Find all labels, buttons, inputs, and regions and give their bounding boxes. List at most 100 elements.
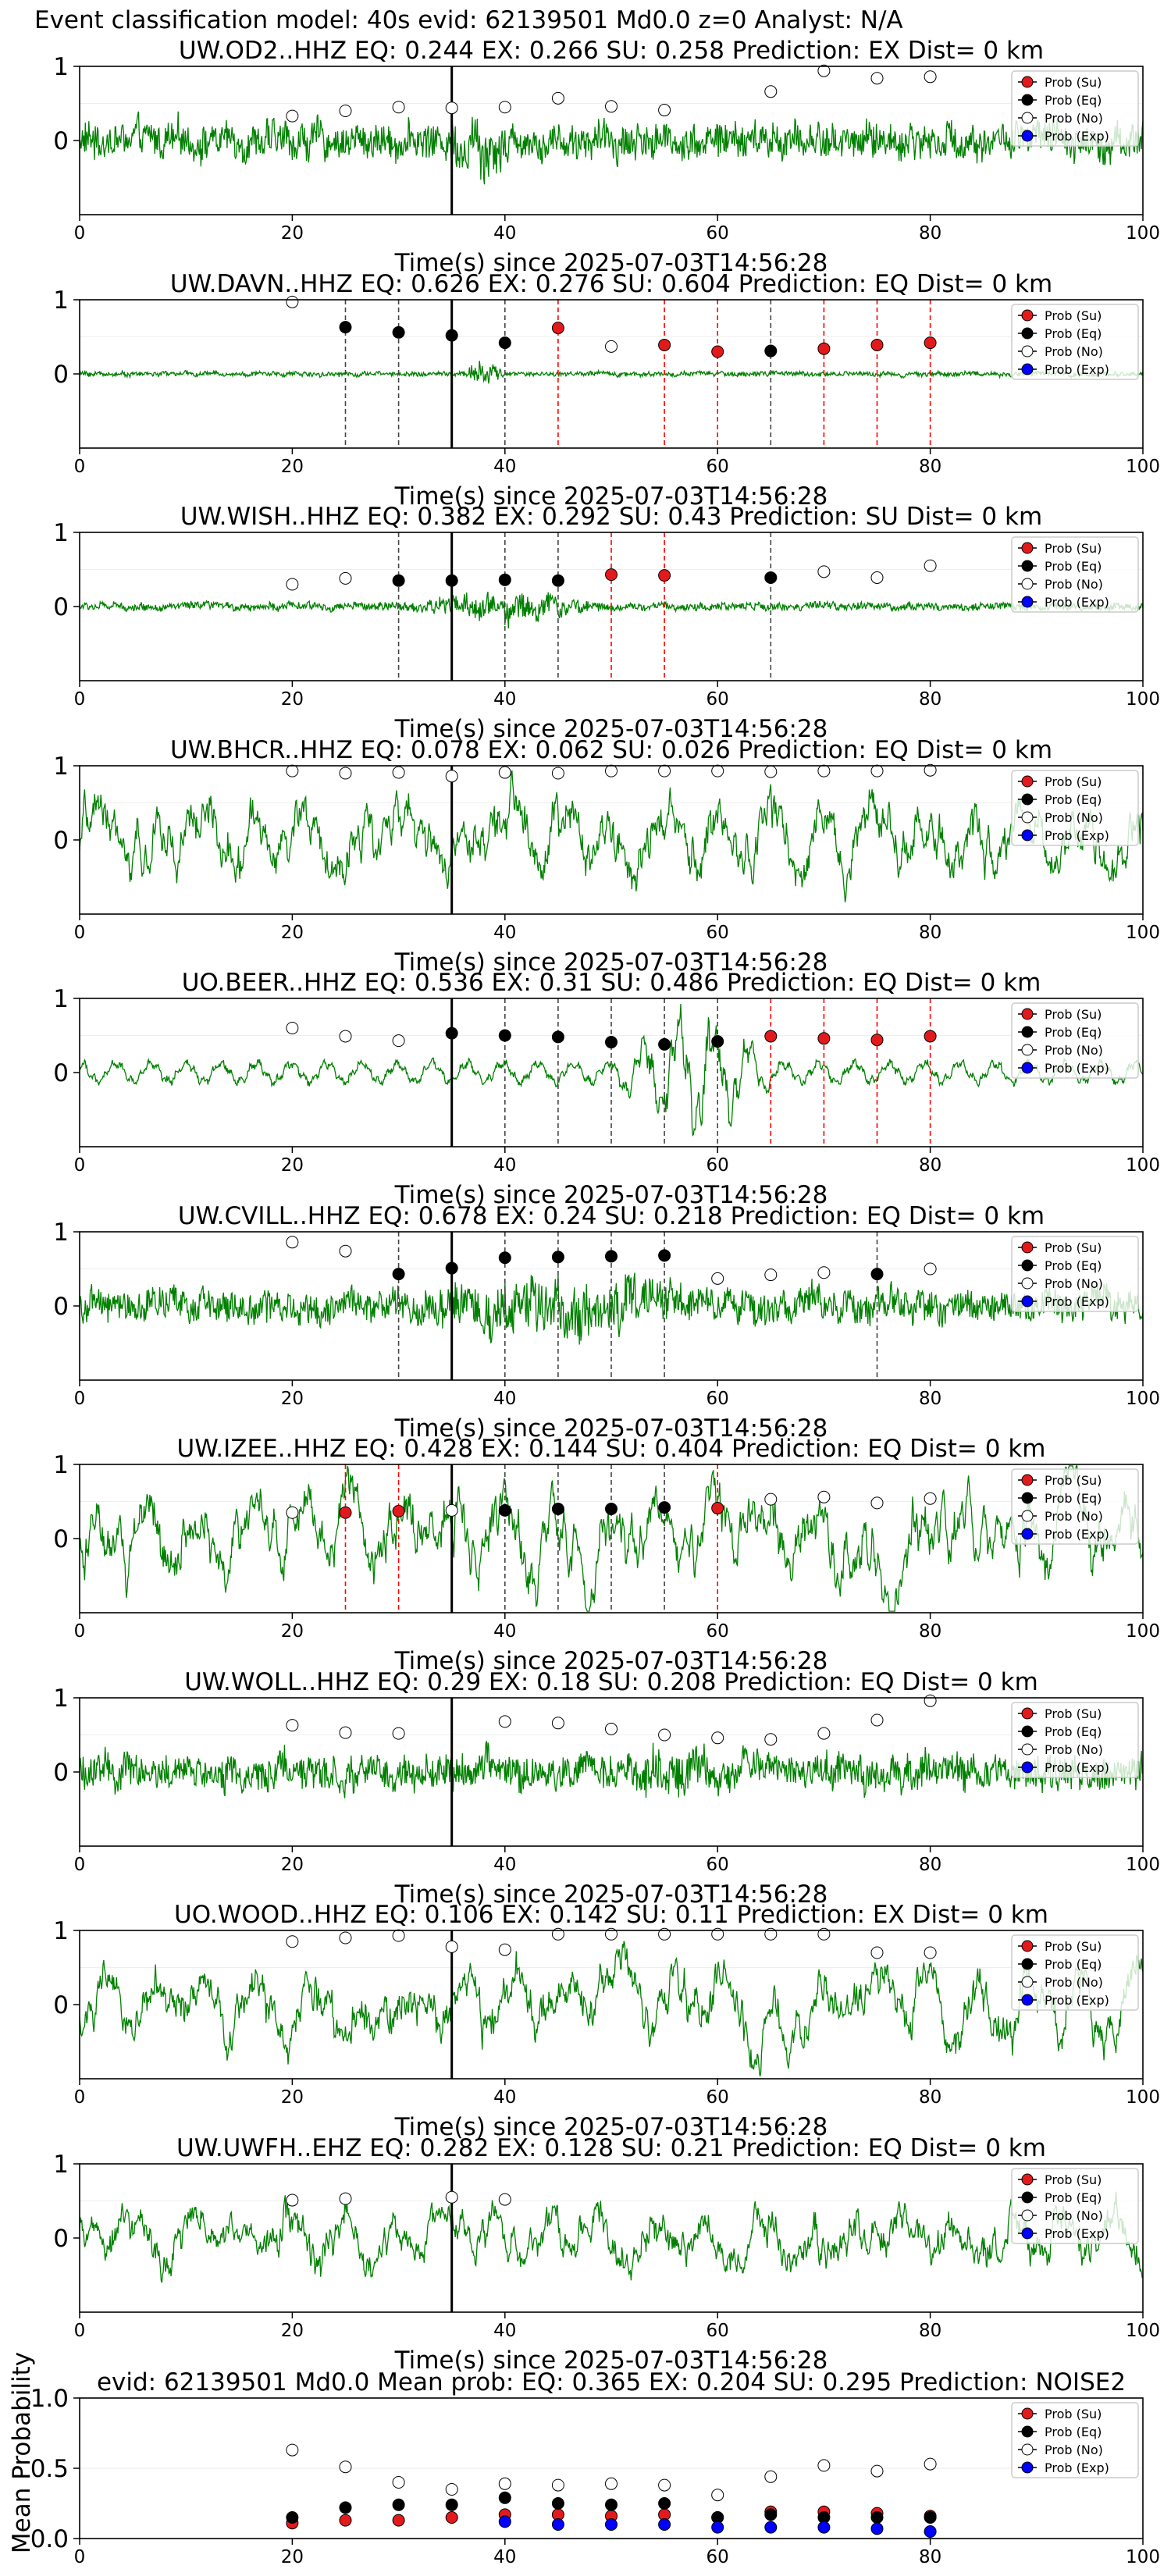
legend-box	[1011, 2402, 1139, 2478]
mean-prob-point-exp	[551, 2518, 564, 2531]
prob-point-no	[339, 1244, 352, 1258]
prob-point-no	[498, 1715, 511, 1728]
prob-point-su	[817, 1032, 831, 1045]
x-tick-label: 40	[493, 2321, 516, 2341]
legend-marker-no	[1021, 1743, 1034, 1756]
panel-title: UW.BHCR..HHZ EQ: 0.078 EX: 0.062 SU: 0.0…	[170, 736, 1052, 764]
x-tick-label: 20	[281, 1389, 304, 1409]
prob-point-no	[498, 101, 511, 114]
legend-label: Prob (Exp)	[1045, 129, 1109, 144]
prob-point-su	[870, 338, 884, 351]
prob-point-su	[551, 322, 564, 335]
mean-prob-point-exp	[764, 2521, 778, 2534]
prob-point-no	[392, 1727, 405, 1740]
legend-label: Prob (Eq)	[1045, 792, 1102, 807]
x-tick-label: 0	[74, 457, 86, 477]
x-tick-label: 0	[74, 1621, 86, 1642]
prob-point-su	[711, 1502, 724, 1515]
x-axis-label: Time(s) since 2025-07-03T14:56:28	[394, 1181, 828, 1209]
x-tick-label: 80	[919, 1155, 941, 1176]
prob-point-no	[658, 104, 671, 117]
panel-5: UO.BEER..HHZ EQ: 0.536 EX: 0.31 SU: 0.48…	[53, 969, 1160, 1209]
prob-point-no	[924, 559, 937, 572]
mean-prob-point-no	[605, 2477, 618, 2490]
legend-box	[1011, 536, 1139, 613]
mean-prob-point-eq	[764, 2508, 778, 2521]
legend-label: Prob (No)	[1045, 1742, 1103, 1757]
y-tick-label: 0	[53, 593, 69, 621]
panel-2: UW.DAVN..HHZ EQ: 0.626 EX: 0.276 SU: 0.6…	[53, 270, 1160, 511]
prob-point-no	[392, 766, 405, 779]
legend-box	[1011, 1236, 1139, 1312]
legend-marker-eq	[1021, 1725, 1034, 1738]
x-tick-label: 40	[493, 923, 516, 943]
panel-9: UO.WOOD..HHZ EQ: 0.106 EX: 0.142 SU: 0.1…	[53, 1901, 1160, 2141]
x-axis-label: Time(s) since 2025-07-03T14:56:28	[394, 715, 828, 743]
x-axis-label: Time(s) since 2025-07-03T14:56:28	[394, 249, 828, 277]
prob-point-su	[392, 1504, 405, 1517]
legend-box	[1011, 70, 1139, 147]
legend-marker-su	[1021, 775, 1034, 788]
waveform-trace	[79, 1465, 1144, 1612]
x-tick-label: 0	[74, 1155, 86, 1176]
mean-prob-point-no	[658, 2478, 671, 2492]
mean-prob-point-no	[551, 2478, 564, 2492]
prob-point-no	[286, 2194, 299, 2207]
x-axis-label: Time(s) since 2025-07-03T14:56:28	[394, 1880, 828, 1909]
panel-title: UW.CVILL..HHZ EQ: 0.678 EX: 0.24 SU: 0.2…	[178, 1202, 1045, 1230]
y-tick-label: 1	[53, 519, 69, 547]
mean-prob-point-no	[286, 2443, 299, 2457]
prob-point-eq	[498, 336, 511, 350]
x-tick-label: 20	[281, 1855, 304, 1875]
prob-point-eq	[392, 1268, 405, 1281]
panel-title: UO.BEER..HHZ EQ: 0.536 EX: 0.31 SU: 0.48…	[182, 969, 1041, 997]
legend-marker-exp	[1021, 1761, 1034, 1774]
legend-marker-su	[1021, 1474, 1034, 1486]
prob-point-no	[286, 764, 299, 777]
prob-point-eq	[445, 1026, 458, 1040]
legend-label: Prob (No)	[1045, 1043, 1103, 1058]
panel-7: UW.IZEE..HHZ EQ: 0.428 EX: 0.144 SU: 0.4…	[53, 1435, 1160, 1675]
prob-point-eq	[551, 1503, 564, 1515]
x-tick-label: 80	[919, 923, 941, 943]
prob-point-no	[498, 2193, 511, 2206]
prob-point-su	[924, 1030, 937, 1043]
legend-marker-no	[1021, 345, 1034, 358]
prob-point-no	[286, 295, 299, 308]
panel-6: UW.CVILL..HHZ EQ: 0.678 EX: 0.24 SU: 0.2…	[53, 1202, 1160, 1443]
x-tick-label: 80	[919, 2087, 941, 2108]
legend-label: Prob (No)	[1045, 344, 1103, 359]
x-tick-label: 20	[281, 223, 304, 244]
prob-point-su	[870, 1034, 884, 1047]
legend-label: Prob (Eq)	[1045, 2190, 1102, 2205]
waveform-trace	[79, 1941, 1144, 2076]
legend-marker-no	[1021, 2443, 1034, 2456]
mean-prob-point-no	[711, 2489, 724, 2502]
legend-marker-su	[1021, 2173, 1034, 2186]
x-tick-label: 0	[74, 923, 86, 943]
mean-prob-point-su	[339, 2514, 352, 2527]
legend-label: Prob (Exp)	[1045, 828, 1109, 843]
y-tick-label: 0	[53, 1059, 69, 1087]
x-tick-label: 100	[1126, 923, 1160, 943]
prob-point-no	[764, 1927, 778, 1941]
prob-point-su	[817, 342, 831, 355]
mean-prob-point-su	[445, 2511, 458, 2524]
prob-point-su	[711, 345, 724, 358]
y-tick-label: 0.5	[30, 2455, 69, 2483]
prob-point-eq	[498, 573, 511, 586]
x-tick-label: 0	[74, 2087, 86, 2108]
prob-point-no	[498, 766, 511, 779]
prob-point-no	[764, 1493, 778, 1506]
legend-label: Prob (No)	[1045, 1276, 1103, 1291]
mean-prob-point-exp	[817, 2521, 831, 2534]
mean-prob-point-no	[498, 2477, 511, 2490]
prob-point-no	[339, 571, 352, 585]
legend-label: Prob (No)	[1045, 111, 1103, 126]
y-tick-label: 0	[53, 127, 69, 155]
legend-label: Prob (Eq)	[1045, 2425, 1102, 2439]
prob-point-no	[445, 770, 458, 783]
prob-point-eq	[445, 574, 458, 587]
y-tick-label: 0	[53, 1991, 69, 2019]
legend-marker-su	[1021, 1008, 1034, 1020]
